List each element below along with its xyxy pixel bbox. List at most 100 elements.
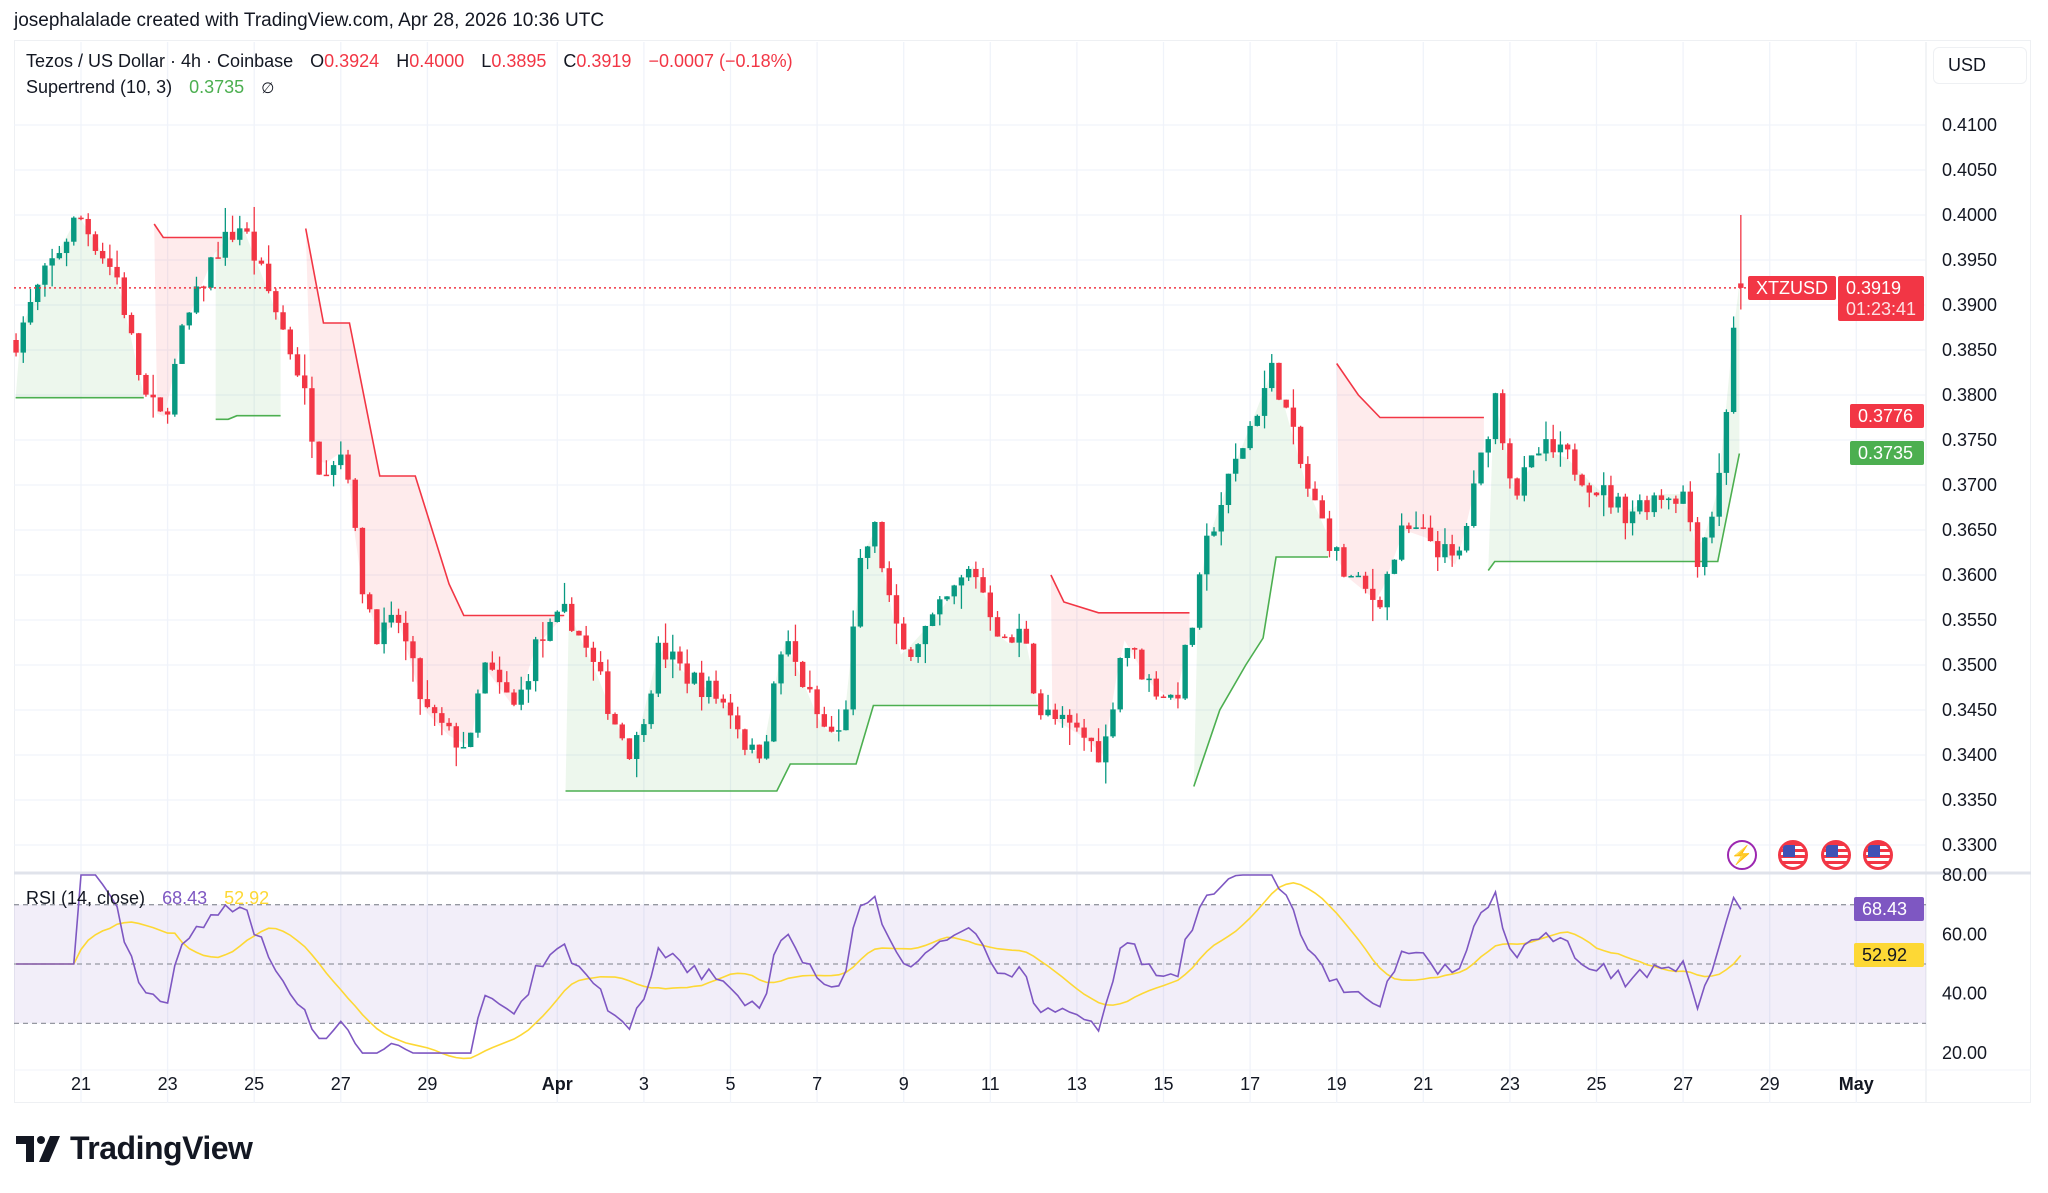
tradingview-logo-icon [16,1135,60,1162]
candle-body [698,672,705,698]
symbol-legend[interactable]: Tezos / US Dollar · 4h · Coinbase O0.392… [26,51,793,72]
visibility-icon[interactable]: ∅ [261,80,275,97]
candle-body [1637,500,1643,512]
supertrend-up-fill [1488,283,1740,571]
candle [251,206,257,275]
supertrend-up-line [215,414,281,421]
candle-body [1326,518,1333,551]
change-value: −0.0007 (−0.18%) [648,51,793,71]
supertrend-down-fill [1336,363,1484,601]
candle-body [590,647,597,662]
lightning-icon[interactable]: ⚡ [1727,840,1757,870]
candle-body [1312,488,1318,501]
candle [886,561,892,602]
candle-body [1218,504,1224,532]
rsi-legend[interactable]: RSI (14, close) 68.43 52.92 [26,888,269,909]
candle [1334,546,1340,561]
candle-body [1168,694,1174,698]
candle [879,521,885,573]
candle-body [1175,694,1181,699]
last-price-badge: 0.3919 01:23:41 [1838,276,1924,321]
candle [518,676,524,711]
indicator-legend[interactable]: Supertrend (10, 3) 0.3735 ∅ [26,77,274,98]
candle [735,706,741,739]
candle-body [1398,525,1405,560]
candle [1254,414,1261,427]
candle-countdown: 01:23:41 [1846,299,1917,319]
rsi-tick-label: 60.00 [1942,924,1987,944]
supertrend-up-fill [1193,374,1329,787]
candle-body [525,681,532,690]
candle [1117,657,1123,713]
candle-body [1536,453,1542,456]
candle [1601,472,1607,517]
candle [1492,392,1499,445]
candle [496,656,503,694]
us-flag-icon[interactable] [1778,840,1808,870]
candle [1456,546,1463,560]
rsi-line [16,874,1742,1054]
candle-body [792,641,799,662]
candle-body [316,441,322,475]
candle-body [1543,439,1549,454]
candle-body [1283,399,1289,408]
candle-body [1074,722,1080,728]
candle [532,636,539,692]
candle-body [1507,443,1513,479]
candle [1629,500,1636,536]
candle [720,694,726,709]
candle [836,709,842,742]
us-flag-icon[interactable] [1863,840,1893,870]
candle-body [944,596,950,600]
candle-body [1557,444,1564,453]
open-label: O [310,51,325,71]
candle-body [1406,525,1412,529]
candle-body [1377,599,1383,608]
candle-body [56,253,63,259]
candle [78,215,84,221]
candle-body [1651,495,1657,513]
high-label: H [396,51,410,71]
candle [605,659,611,720]
candle-body [518,689,524,705]
candle [366,592,373,613]
us-flag-icon[interactable] [1821,840,1851,870]
candle-body [1110,709,1116,737]
candle [828,715,835,733]
currency-selector[interactable]: USD [1933,47,2027,84]
time-tick-label: 11 [981,1074,1000,1094]
candle-body [1485,439,1491,453]
candle [114,250,120,285]
rsi-band [14,904,1926,1024]
candle [504,671,510,693]
candle [1146,674,1152,692]
price-tick-label: 0.4050 [1942,160,1997,180]
candle-body [381,622,387,645]
time-tick-label: 5 [725,1074,735,1094]
candle [1499,389,1506,450]
candles [13,206,1744,784]
candle [431,704,438,726]
candle-body [1702,537,1708,567]
candle [172,358,178,417]
candle-body [179,325,185,364]
candle [1550,424,1556,458]
candle-body [929,614,936,626]
candle-body [1665,498,1672,501]
candle [388,601,395,628]
candle [1341,543,1347,578]
tradingview-logo[interactable]: TradingView [16,1130,253,1167]
candle [619,722,625,741]
candle [1103,724,1109,784]
candle [929,612,936,627]
candle [1269,354,1275,392]
candle-body [1030,643,1037,694]
candle-body [49,258,55,266]
candle-body [1528,455,1535,468]
candle-body [453,726,459,748]
candle [1319,495,1325,519]
candle [1644,495,1650,520]
candle [597,651,604,675]
candle-body [1103,736,1109,763]
